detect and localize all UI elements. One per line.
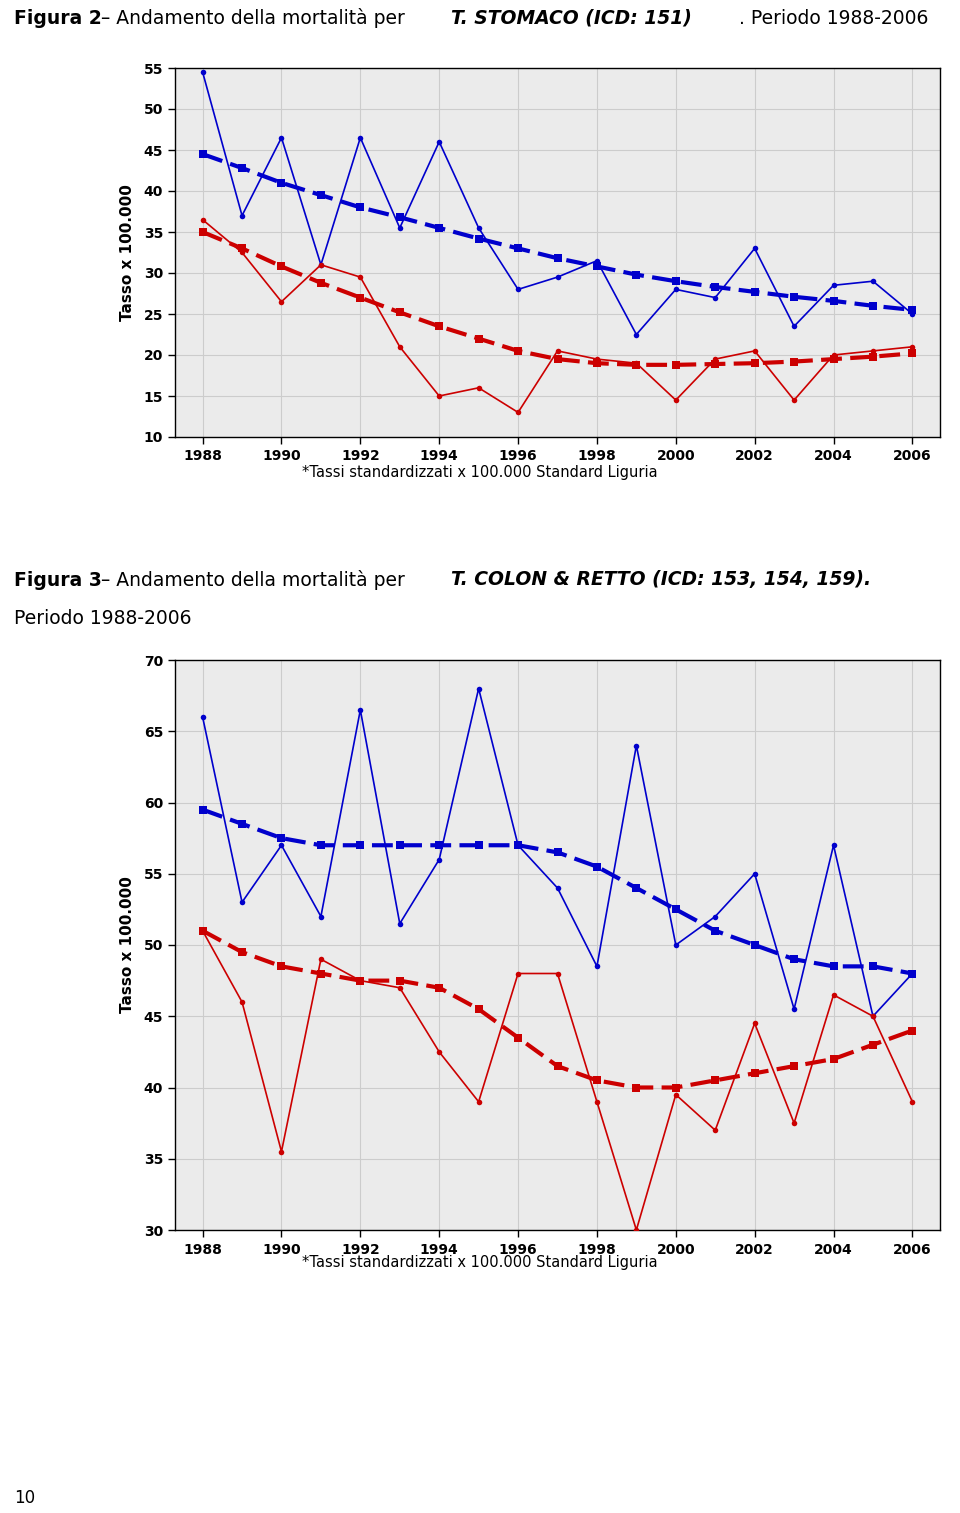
Text: *Tassi standardizzati x 100.000 Standard Liguria: *Tassi standardizzati x 100.000 Standard… — [302, 464, 658, 480]
Text: T. COLON & RETTO (ICD: 153, 154, 159).: T. COLON & RETTO (ICD: 153, 154, 159). — [451, 570, 872, 590]
Text: Periodo 1988-2006: Periodo 1988-2006 — [14, 608, 192, 628]
Text: Figura 3: Figura 3 — [14, 570, 103, 590]
Text: *Tassi standardizzati x 100.000 Standard Liguria: *Tassi standardizzati x 100.000 Standard… — [302, 1254, 658, 1269]
Y-axis label: Tasso x 100.000: Tasso x 100.000 — [120, 876, 135, 1014]
Text: . Periodo 1988-2006: . Periodo 1988-2006 — [739, 9, 928, 27]
Y-axis label: Tasso x 100.000: Tasso x 100.000 — [120, 185, 135, 321]
Text: 10: 10 — [14, 1489, 36, 1507]
Text: – Andamento della mortalità per: – Andamento della mortalità per — [101, 570, 411, 590]
Text: Figura 2: Figura 2 — [14, 9, 102, 27]
Text: – Andamento della mortalità per: – Andamento della mortalità per — [101, 8, 411, 29]
Text: T. STOMACO (ICD: 151): T. STOMACO (ICD: 151) — [451, 9, 692, 27]
